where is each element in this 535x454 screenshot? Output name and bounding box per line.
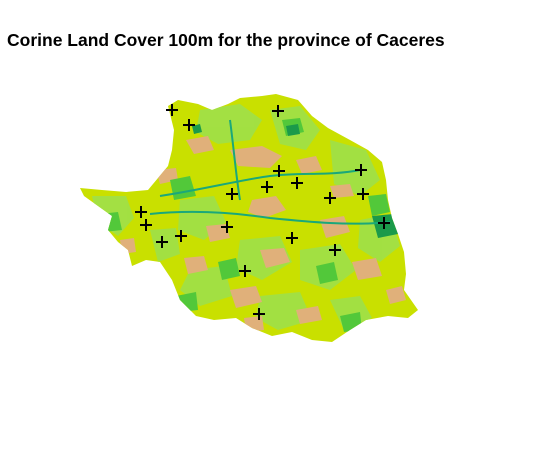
- bare-land-patches: [120, 136, 406, 332]
- plus-icon: [273, 165, 285, 177]
- plus-icon: [355, 164, 367, 176]
- plus-icon: [183, 119, 195, 131]
- plus-icon: [261, 181, 273, 193]
- plus-icon: [166, 104, 178, 116]
- plus-icon: [156, 236, 168, 248]
- plus-icon: [329, 244, 341, 256]
- plus-icon: [324, 192, 336, 204]
- plus-icon: [378, 217, 390, 229]
- plus-icon: [221, 221, 233, 233]
- plus-icon: [253, 308, 265, 320]
- plus-icon: [286, 232, 298, 244]
- rivers: [149, 119, 391, 225]
- plus-icon: [226, 188, 238, 200]
- sample-markers: [135, 104, 390, 320]
- page-title: Corine Land Cover 100m for the province …: [7, 30, 445, 50]
- plus-icon: [135, 206, 147, 218]
- plus-icon: [239, 265, 251, 277]
- plus-icon: [140, 219, 152, 231]
- plus-icon: [272, 105, 284, 117]
- plus-icon: [175, 230, 187, 242]
- plus-icon: [291, 177, 303, 189]
- province-area: [80, 94, 418, 342]
- plus-icon: [357, 188, 369, 200]
